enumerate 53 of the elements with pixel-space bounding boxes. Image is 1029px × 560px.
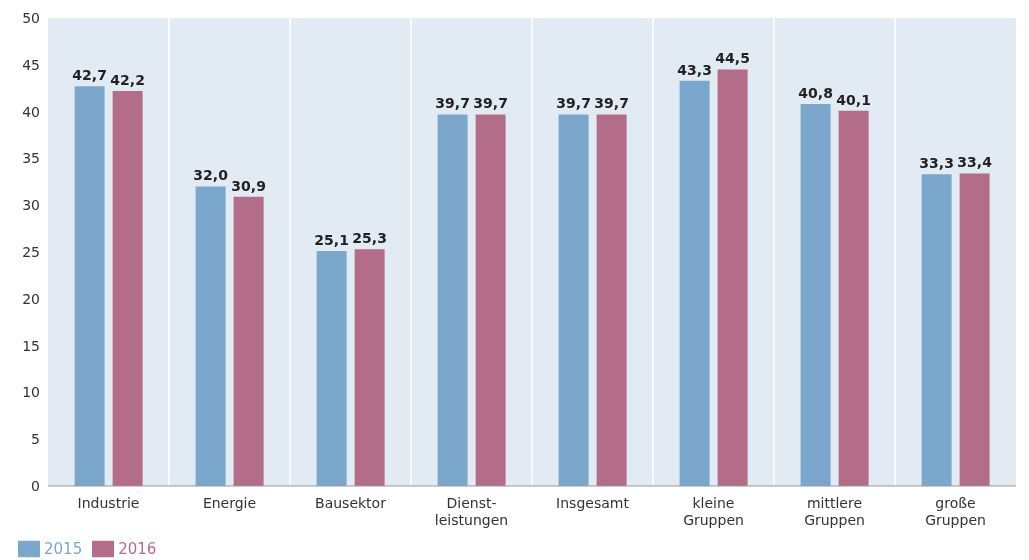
bar — [921, 174, 952, 486]
bar — [596, 114, 627, 486]
data-label: 40,8 — [798, 85, 833, 102]
y-tick-label: 25 — [22, 243, 40, 260]
data-label: 39,7 — [473, 95, 508, 112]
x-tick-label: Insgesamt — [556, 495, 630, 511]
x-tick-label: große Gruppen — [925, 495, 986, 528]
y-tick-label: 40 — [22, 103, 40, 120]
bar — [959, 173, 990, 486]
data-label: 42,7 — [72, 67, 107, 84]
data-label: 39,7 — [594, 95, 629, 112]
data-label: 33,4 — [957, 154, 993, 171]
y-tick-label: 5 — [31, 431, 40, 448]
data-label: 25,1 — [314, 232, 349, 249]
x-tick-label: kleine Gruppen — [683, 495, 744, 528]
bar — [233, 196, 264, 486]
bar — [195, 186, 226, 486]
bar — [475, 114, 506, 486]
x-tick-label: Bausektor — [315, 495, 387, 511]
bar — [558, 114, 589, 486]
data-label: 39,7 — [556, 95, 591, 112]
bar — [316, 251, 347, 486]
bar — [354, 249, 385, 486]
data-label: 33,3 — [919, 155, 954, 172]
y-tick-label: 0 — [31, 477, 40, 494]
bar — [838, 110, 869, 486]
bar — [112, 91, 143, 486]
y-tick-label: 20 — [22, 290, 40, 307]
data-label: 32,0 — [193, 167, 229, 184]
bar — [679, 80, 710, 486]
x-tick-label: Energie — [202, 495, 257, 511]
data-label: 25,3 — [352, 230, 387, 247]
y-tick-label: 10 — [22, 384, 40, 401]
legend-label: 2015 — [44, 539, 83, 558]
x-tick-label: mittlere Gruppen — [804, 495, 865, 528]
bar — [437, 114, 468, 486]
y-tick-label: 50 — [22, 9, 40, 26]
bar — [717, 69, 748, 486]
data-label: 30,9 — [231, 177, 266, 194]
x-tick-label: Dienst- leistungen — [434, 495, 509, 528]
data-label: 44,5 — [715, 50, 750, 67]
y-tick-label: 35 — [22, 150, 40, 167]
bar — [74, 86, 105, 486]
data-label: 42,2 — [110, 72, 145, 89]
y-tick-label: 15 — [22, 337, 40, 354]
legend-label: 2016 — [118, 539, 157, 558]
x-tick-label: Industrie — [77, 495, 140, 511]
data-label: 43,3 — [677, 61, 712, 78]
data-label: 40,1 — [836, 91, 871, 108]
data-label: 39,7 — [435, 95, 470, 112]
y-tick-label: 30 — [22, 197, 40, 214]
bar — [800, 104, 831, 486]
y-tick-label: 45 — [22, 56, 40, 73]
